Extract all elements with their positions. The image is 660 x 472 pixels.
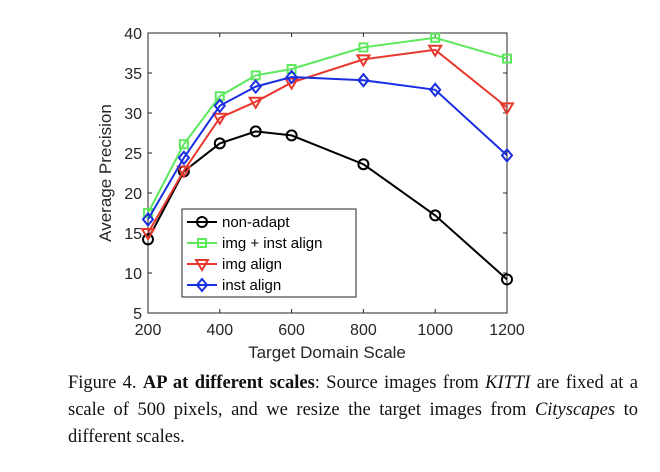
data-point — [178, 139, 189, 150]
x-axis-label: Target Domain Scale — [248, 343, 406, 362]
axes: 200 400 600 800 1000 1200 5 10 15 20 25 30 35 40 — [124, 26, 525, 339]
x-tick-label: 400 — [206, 322, 233, 339]
data-point — [357, 158, 370, 171]
legend-box — [181, 208, 357, 298]
data-point — [140, 228, 156, 241]
legend-label: img align — [222, 256, 282, 273]
y-tick-label: 35 — [124, 66, 142, 83]
y-tick-label: 15 — [124, 226, 142, 243]
data-point — [212, 112, 228, 126]
y-tick-label: 25 — [124, 146, 142, 163]
caption-title: AP at different scales — [142, 373, 315, 393]
caption-cityscapes: Cityscapes — [534, 400, 616, 420]
series-line — [147, 48, 508, 234]
data-point — [213, 137, 226, 150]
legend: non-adapt img + inst align img align inst a… — [181, 208, 357, 298]
plot-box — [147, 32, 508, 314]
caption-text: to different scales. — [68, 400, 639, 447]
data-point — [176, 165, 192, 179]
figure-caption: Figure 4. AP at different scales: Source… — [68, 370, 638, 451]
line-chart: 200 400 600 800 1000 1200 5 10 15 20 25 30 35 40 non-… — [96, 26, 525, 362]
data-point — [286, 64, 297, 74]
series-group — [140, 32, 515, 286]
y-tick-label: 20 — [124, 186, 142, 203]
data-point — [502, 53, 512, 64]
caption-text: : Source images from — [314, 373, 486, 393]
x-tick-label: 600 — [278, 322, 305, 339]
series-img-align — [140, 44, 515, 241]
series-line — [147, 75, 508, 220]
x-tick-label: 800 — [350, 322, 377, 339]
data-point — [355, 54, 372, 68]
data-point — [358, 42, 369, 53]
x-tick-label: 200 — [135, 322, 162, 339]
legend-marker — [195, 277, 209, 293]
caption-label: Figure 4. — [68, 373, 137, 393]
y-tick-label: 40 — [124, 26, 142, 43]
caption-kitti: KITTI — [485, 373, 531, 393]
data-point — [283, 77, 300, 91]
data-point — [429, 209, 442, 222]
legend-marker — [196, 216, 208, 228]
data-point — [141, 211, 155, 227]
data-point — [499, 102, 515, 116]
y-tick-label: 30 — [124, 106, 142, 123]
data-point — [427, 44, 443, 58]
x-tick-label: 1200 — [489, 322, 525, 339]
data-point — [249, 125, 262, 138]
data-point — [428, 82, 442, 98]
y-tick-label: 5 — [133, 306, 142, 323]
x-tick-label: 1000 — [417, 322, 453, 339]
legend-marker — [197, 238, 207, 248]
series-inst-align — [141, 69, 514, 227]
data-point — [213, 98, 227, 114]
series-img-inst-align — [143, 32, 512, 218]
series-line — [147, 36, 508, 214]
data-point — [357, 72, 370, 88]
y-axis-label: Average Precision — [96, 104, 115, 242]
data-point — [247, 96, 264, 110]
data-point — [142, 233, 154, 246]
data-point — [430, 32, 441, 43]
data-point — [501, 273, 513, 286]
y-tick-label: 10 — [124, 266, 142, 283]
legend-marker — [194, 259, 210, 272]
data-point — [249, 79, 263, 95]
legend-label: non-adapt — [222, 214, 290, 231]
data-point — [285, 129, 298, 142]
data-point — [285, 69, 298, 85]
legend-label: inst align — [222, 277, 281, 294]
caption-text: are fixed at a scale of 500 pixels, and … — [68, 373, 638, 420]
data-point — [177, 150, 191, 166]
legend-label: img + inst align — [222, 235, 322, 252]
data-point — [500, 147, 514, 163]
